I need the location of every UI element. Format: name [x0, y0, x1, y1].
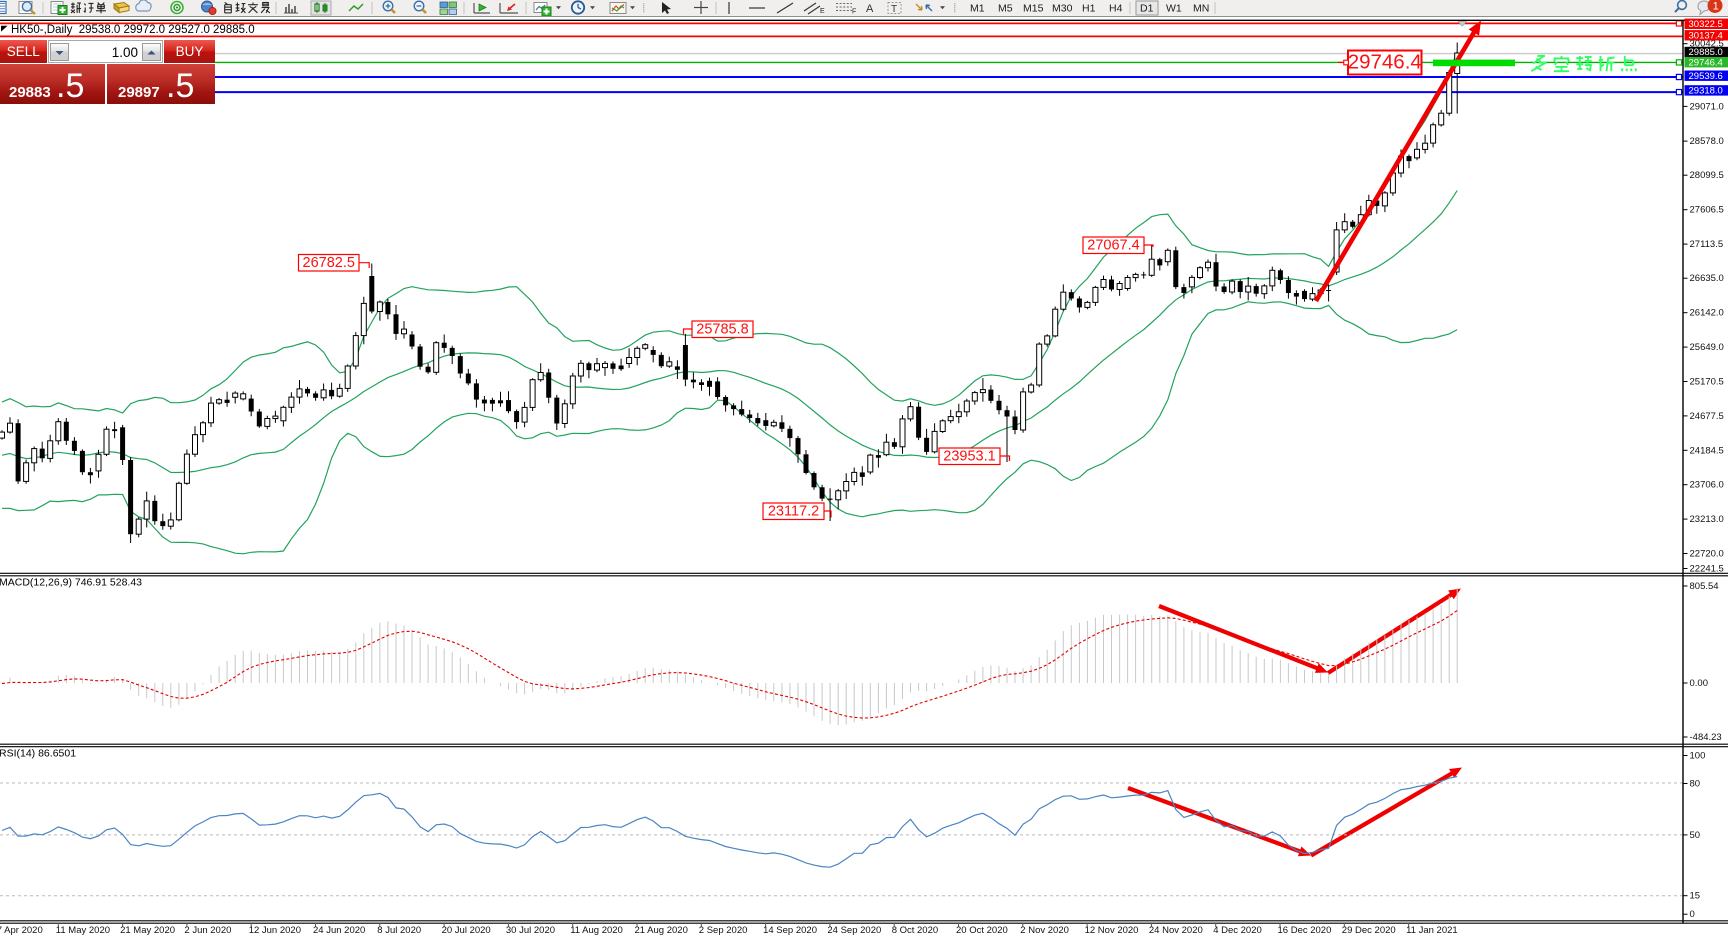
- svg-text:20 Jul 2020: 20 Jul 2020: [442, 925, 491, 936]
- svg-text:0: 0: [1690, 909, 1695, 920]
- svg-text:29071.0: 29071.0: [1690, 101, 1724, 112]
- svg-text:24 Sep 2020: 24 Sep 2020: [827, 925, 881, 936]
- svg-text:24677.5: 24677.5: [1690, 411, 1724, 422]
- svg-text:28099.5: 28099.5: [1690, 170, 1724, 181]
- svg-text:D1: D1: [1140, 3, 1154, 15]
- svg-text:4 Dec 2020: 4 Dec 2020: [1213, 925, 1262, 936]
- svg-text:-484.23: -484.23: [1690, 732, 1722, 743]
- svg-text:20 Oct 2020: 20 Oct 2020: [956, 925, 1008, 936]
- svg-text:M30: M30: [1052, 3, 1073, 15]
- svg-text:30137.4: 30137.4: [1689, 30, 1723, 41]
- svg-text:27606.5: 27606.5: [1690, 205, 1724, 216]
- svg-text:8 Oct 2020: 8 Oct 2020: [892, 925, 938, 936]
- svg-text:29746.4: 29746.4: [1689, 57, 1723, 68]
- svg-text:F: F: [852, 9, 856, 16]
- svg-text:27067.4: 27067.4: [1087, 238, 1139, 254]
- svg-text:30322.5: 30322.5: [1689, 19, 1723, 30]
- svg-text:24 Nov 2020: 24 Nov 2020: [1149, 925, 1203, 936]
- svg-text:29539.6: 29539.6: [1689, 71, 1723, 82]
- svg-text:8 Jul 2020: 8 Jul 2020: [377, 925, 421, 936]
- svg-text:W1: W1: [1166, 3, 1182, 15]
- svg-text:M1: M1: [970, 3, 985, 15]
- svg-text:25649.0: 25649.0: [1690, 342, 1724, 353]
- svg-text:26635.0: 26635.0: [1690, 273, 1724, 284]
- svg-text:50: 50: [1690, 830, 1701, 841]
- svg-text:H1: H1: [1082, 3, 1096, 15]
- svg-text:16 Dec 2020: 16 Dec 2020: [1278, 925, 1332, 936]
- svg-text:29885.0: 29885.0: [1689, 47, 1723, 58]
- svg-text:T: T: [891, 4, 897, 15]
- svg-text:0.00: 0.00: [1690, 678, 1709, 689]
- svg-text:1: 1: [1713, 1, 1719, 13]
- svg-text:24184.5: 24184.5: [1690, 445, 1724, 456]
- svg-text:12 Nov 2020: 12 Nov 2020: [1085, 925, 1139, 936]
- svg-text:30 Jul 2020: 30 Jul 2020: [506, 925, 555, 936]
- svg-text:23117.2: 23117.2: [768, 504, 819, 520]
- svg-text:RSI(14) 86.6501: RSI(14) 86.6501: [0, 747, 76, 759]
- svg-text:H4: H4: [1109, 3, 1123, 15]
- svg-text:100: 100: [1690, 751, 1706, 762]
- svg-text:26142.0: 26142.0: [1690, 308, 1724, 319]
- svg-text:HK50-,Daily 29538.0 29972.0 2: HK50-,Daily 29538.0 29972.0 29527.0 2988…: [11, 24, 255, 36]
- svg-text:M15: M15: [1023, 3, 1044, 15]
- svg-text:26782.5: 26782.5: [303, 255, 355, 271]
- svg-text:23706.0: 23706.0: [1690, 480, 1724, 491]
- svg-text:2 Sep 2020: 2 Sep 2020: [699, 925, 748, 936]
- svg-text:MACD(12,26,9) 746.91 528.43: MACD(12,26,9) 746.91 528.43: [0, 576, 142, 588]
- svg-text:2 Nov 2020: 2 Nov 2020: [1020, 925, 1069, 936]
- svg-text:29 Dec 2020: 29 Dec 2020: [1342, 925, 1396, 936]
- svg-text:21 Aug 2020: 21 Aug 2020: [635, 925, 688, 936]
- svg-text:27113.5: 27113.5: [1690, 239, 1724, 250]
- svg-text:MN: MN: [1193, 3, 1209, 15]
- svg-text:11 May 2020: 11 May 2020: [56, 925, 110, 936]
- svg-text:805.54: 805.54: [1690, 581, 1719, 592]
- svg-text:27 Apr 2020: 27 Apr 2020: [0, 925, 43, 936]
- svg-text:29318.0: 29318.0: [1689, 86, 1723, 97]
- svg-text:21 May 2020: 21 May 2020: [120, 925, 175, 936]
- svg-text:23213.0: 23213.0: [1690, 514, 1724, 525]
- svg-text:23953.1: 23953.1: [943, 449, 995, 465]
- svg-text:29746.4: 29746.4: [1348, 50, 1422, 73]
- svg-text:M5: M5: [998, 3, 1013, 15]
- svg-text:11 Jan 2021: 11 Jan 2021: [1406, 925, 1458, 936]
- svg-text:14 Sep 2020: 14 Sep 2020: [763, 925, 817, 936]
- svg-text:A: A: [866, 3, 874, 15]
- svg-text:2 Jun 2020: 2 Jun 2020: [184, 925, 231, 936]
- svg-text:11 Aug 2020: 11 Aug 2020: [570, 925, 623, 936]
- svg-text:22241.5: 22241.5: [1690, 564, 1724, 575]
- svg-text:22720.0: 22720.0: [1690, 549, 1724, 560]
- svg-text:15: 15: [1690, 891, 1701, 902]
- svg-text:30042.5: 30042.5: [1690, 39, 1724, 50]
- svg-text:24 Jun 2020: 24 Jun 2020: [313, 925, 365, 936]
- svg-text:12 Jun 2020: 12 Jun 2020: [249, 925, 301, 936]
- svg-text:25170.5: 25170.5: [1690, 377, 1724, 388]
- svg-text:80: 80: [1690, 779, 1701, 790]
- svg-text:25785.8: 25785.8: [696, 322, 748, 338]
- svg-text:28578.0: 28578.0: [1690, 136, 1724, 147]
- svg-text:E: E: [820, 8, 825, 15]
